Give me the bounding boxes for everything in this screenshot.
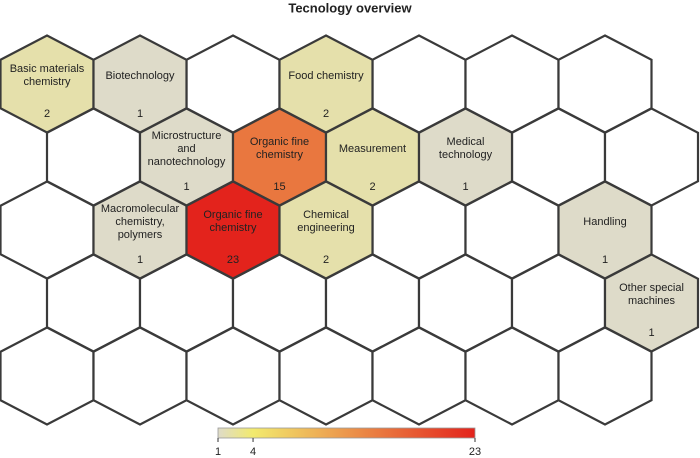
cell-label-box: Basic materials chemistry xyxy=(9,63,85,88)
cell-value: 1 xyxy=(602,254,608,266)
chart-title: Tecnology overview xyxy=(288,0,412,15)
hex-cell xyxy=(417,107,514,207)
cell-value: 15 xyxy=(273,181,285,193)
cell-value: 1 xyxy=(137,108,143,120)
empty-cells xyxy=(0,34,700,426)
cell-label-box: Microstructure and nanotechnology xyxy=(147,129,226,168)
cell-label: Food chemistry xyxy=(288,69,364,82)
cell-label-box: Chemical engineering xyxy=(297,209,355,234)
cell-value: 23 xyxy=(227,254,239,266)
cell-value: 2 xyxy=(44,108,50,120)
cell-label-box: Measurement xyxy=(338,142,407,155)
cell-label: Organic fine chemistry xyxy=(249,136,310,161)
colorbar-tick-label: 4 xyxy=(250,446,256,458)
colorbar-tick-label: 23 xyxy=(469,446,481,458)
cell-label: Chemical engineering xyxy=(297,209,355,234)
cell-label: Basic materials chemistry xyxy=(9,63,85,88)
cell-label: Medical technology xyxy=(438,136,493,161)
cell-value: 2 xyxy=(369,181,375,193)
cell-label: Microstructure and nanotechnology xyxy=(147,129,226,168)
colorbar-tick-label: 1 xyxy=(215,446,221,458)
colorbar xyxy=(217,427,476,439)
cell-value: 2 xyxy=(323,254,329,266)
cell-label-box: Macromolecular chemistry, polymers xyxy=(100,202,180,241)
hex-cell xyxy=(278,180,374,280)
cell-value: 2 xyxy=(323,108,329,120)
cell-label-box: Biotechnology xyxy=(105,69,175,82)
cell-label: Macromolecular chemistry, polymers xyxy=(100,202,180,241)
cell-label: Biotechnology xyxy=(105,69,175,82)
cell-value: 1 xyxy=(648,327,654,339)
cell-label-box: Medical technology xyxy=(438,136,493,161)
cell-label-box: Food chemistry xyxy=(288,69,364,82)
cell-label-box: Other special machines xyxy=(619,282,684,307)
cell-label: Handling xyxy=(583,215,627,228)
cell-label-box: Organic fine chemistry xyxy=(249,136,310,161)
cell-label-box: Organic fine chemistry xyxy=(203,209,263,234)
cell-value: 1 xyxy=(137,254,143,266)
cell-label: Measurement xyxy=(338,142,407,155)
cell-value: 1 xyxy=(462,181,468,193)
cell-label: Organic fine chemistry xyxy=(203,209,263,234)
cell-value: 1 xyxy=(183,181,189,193)
cell-label-box: Handling xyxy=(583,215,627,228)
hex-cell xyxy=(603,253,700,353)
cell-label: Other special machines xyxy=(619,282,684,307)
